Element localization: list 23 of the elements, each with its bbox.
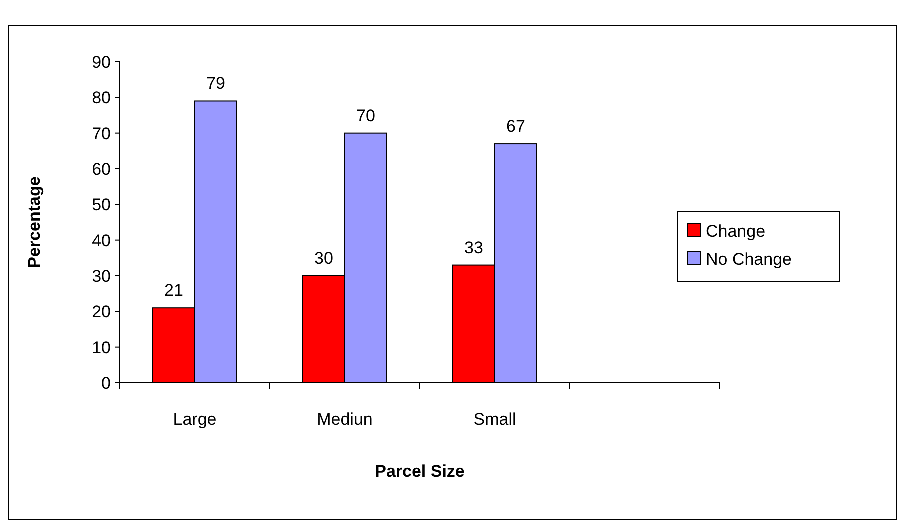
y-tick-label: 50 [92,196,111,215]
y-tick-label: 90 [92,52,111,72]
data-label: 67 [506,117,526,136]
y-tick-label: 30 [92,266,111,286]
data-label: 79 [206,74,226,94]
data-label: 33 [464,238,484,258]
data-label: 21 [164,281,184,300]
legend-label: No Change [706,250,792,269]
data-label: 30 [314,249,334,268]
y-tick-label: 80 [92,88,111,108]
data-label: 70 [356,106,376,126]
y-tick-label: 0 [102,374,111,393]
x-tick-label: Mediun [317,410,373,429]
x-tick-label: Small [474,410,516,429]
x-tick-label: Large [173,410,217,429]
legend-label: Change [706,222,766,241]
y-tick-label: 60 [92,160,111,179]
x-axis-title: Parcel Size [375,462,465,481]
y-tick-label: 10 [92,338,111,358]
y-tick-label: 40 [92,231,111,250]
y-axis-title: Percentage [25,176,44,268]
y-tick-label: 20 [92,302,111,322]
y-tick-label: 70 [92,124,111,144]
